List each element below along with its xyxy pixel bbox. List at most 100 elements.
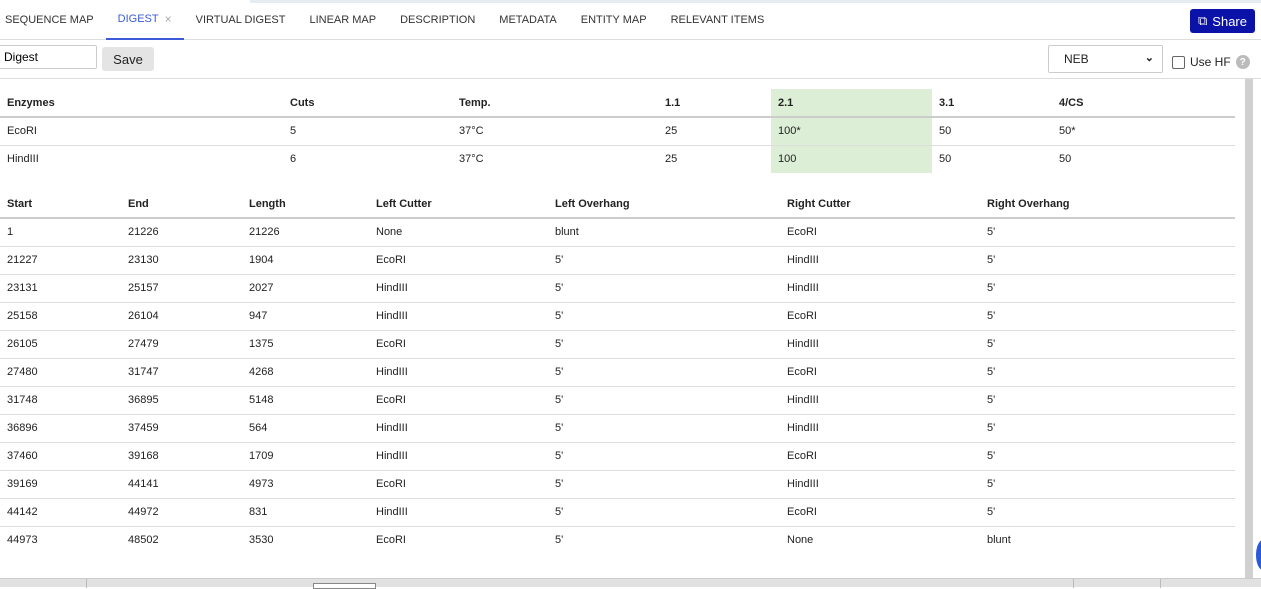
table-cell: 564 — [242, 414, 369, 443]
floating-action-button[interactable] — [1256, 540, 1261, 570]
column-header: 1.1 — [658, 89, 771, 118]
table-cell: HindIII — [369, 302, 548, 331]
table-cell: 3530 — [249, 534, 274, 547]
table-cell: 5' — [980, 358, 1235, 387]
table-cell: 5' — [548, 274, 780, 303]
horizontal-scroll-thumb[interactable] — [313, 583, 376, 589]
table-cell: HindIII — [780, 274, 980, 303]
table-cell: 6 — [290, 153, 297, 166]
tab-label: VIRTUAL DIGEST — [195, 13, 286, 26]
table-cell: EcoRI — [369, 246, 548, 275]
tab-metadata[interactable]: METADATA — [487, 0, 568, 40]
table-row: EcoRI 5 37°C 25 100* 50 50* — [0, 117, 1235, 146]
table-cell: 5 — [283, 117, 452, 146]
use-hf-label: Use HF — [1190, 55, 1231, 69]
fragment-table: Start End Length Left Cutter Left Overhang Ri… — [0, 190, 1235, 554]
tab-entity-map[interactable]: ENTITY MAP — [569, 0, 659, 40]
table-cell: 23130 — [121, 246, 242, 275]
column-header: Right Cutter — [780, 190, 980, 219]
tab-virtual-digest[interactable]: VIRTUAL DIGEST — [184, 0, 298, 40]
tab-label: SEQUENCE MAP — [5, 13, 94, 26]
tab-bar: SEQUENCE MAP DIGEST × VIRTUAL DIGEST LINEAR … — [0, 0, 1261, 40]
table-row: 31748 36895 5148 EcoRI 5' HindIII 5' — [0, 386, 1235, 415]
column-header: Temp. — [452, 89, 658, 118]
table-cell: 5' — [548, 498, 780, 527]
supplier-select[interactable]: NEB ⌄ — [1048, 45, 1163, 73]
column-header: Left Cutter — [369, 190, 548, 219]
share-button[interactable]: ⧉ Share — [1190, 9, 1255, 33]
column-header: Start — [0, 190, 121, 219]
table-cell: EcoRI — [780, 302, 980, 331]
table-cell: 5' — [548, 302, 780, 331]
table-cell: 44141 — [121, 470, 242, 499]
tab-digest[interactable]: DIGEST × — [105, 0, 184, 40]
table-cell: 4268 — [242, 358, 369, 387]
top-strip — [250, 0, 1261, 3]
table-cell: 27479 — [121, 330, 242, 359]
table-cell: 1709 — [242, 442, 369, 471]
tab-relevant-items[interactable]: RELEVANT ITEMS — [659, 0, 777, 40]
table-cell: 5' — [980, 470, 1235, 499]
help-icon[interactable]: ? — [1235, 55, 1250, 69]
table-cell: 5' — [980, 218, 1235, 247]
tab-description[interactable]: DESCRIPTION — [388, 0, 487, 40]
table-cell: 44972 — [121, 498, 242, 527]
table-cell: 5' — [548, 470, 780, 499]
table-cell: 5' — [548, 442, 780, 471]
vertical-scrollbar[interactable] — [1245, 79, 1253, 578]
table-cell: 50* — [1052, 117, 1235, 146]
save-button[interactable]: Save — [102, 47, 154, 71]
table-cell: 5' — [980, 246, 1235, 275]
table-cell: EcoRI — [376, 534, 406, 547]
table-cell: 947 — [242, 302, 369, 331]
table-cell: 50 — [1059, 153, 1072, 166]
digest-toolbar: Save NEB ⌄ Use HF ? — [0, 40, 1261, 119]
table-cell: 37459 — [121, 414, 242, 443]
use-hf-checkbox[interactable] — [1172, 55, 1185, 69]
column-header: 2.1 — [771, 89, 932, 118]
table-cell: 37°C — [459, 153, 484, 166]
table-cell: EcoRI — [369, 470, 548, 499]
tab-label: DESCRIPTION — [400, 13, 476, 26]
table-cell: EcoRI — [780, 358, 980, 387]
table-cell: 100* — [771, 117, 932, 146]
table-cell: HindIII — [369, 442, 548, 471]
column-header: End — [121, 190, 242, 219]
column-header: Length — [242, 190, 369, 219]
table-cell: 50 — [939, 153, 952, 166]
column-header: Right Overhang — [980, 190, 1235, 219]
table-cell: None — [787, 534, 814, 547]
table-cell: HindIII — [780, 414, 980, 443]
table-cell: 36895 — [121, 386, 242, 415]
table-cell: HindIII — [780, 330, 980, 359]
tab-label: LINEAR MAP — [309, 13, 377, 26]
table-cell: 39169 — [0, 470, 121, 499]
table-cell: 37°C — [452, 117, 658, 146]
table-cell: 44973 — [7, 534, 38, 547]
table-cell: 25 — [665, 153, 678, 166]
table-cell: 1904 — [242, 246, 369, 275]
table-cell: 21226 — [242, 218, 369, 247]
table-cell: 5' — [548, 386, 780, 415]
table-row: 1 21226 21226 None blunt EcoRI 5' — [0, 218, 1235, 247]
table-row: 25158 26104 947 HindIII 5' EcoRI 5' — [0, 302, 1235, 331]
table-cell: EcoRI — [780, 218, 980, 247]
digest-name-input[interactable] — [0, 45, 97, 69]
table-row: 37460 39168 1709 HindIII 5' EcoRI 5' — [0, 442, 1235, 471]
table-cell: 5' — [548, 414, 780, 443]
table-cell: 50 — [932, 117, 1052, 146]
enzyme-table: Enzymes Cuts Temp. 1.1 2.1 3.1 4/CS EcoRI 5 37°C… — [0, 89, 1235, 173]
table-cell: 44142 — [0, 498, 121, 527]
table-cell: 5' — [555, 534, 564, 547]
tab-sequence-map[interactable]: SEQUENCE MAP — [0, 0, 106, 40]
supplier-value: NEB — [1064, 52, 1089, 66]
close-icon[interactable]: × — [164, 11, 172, 26]
table-cell: 36896 — [0, 414, 121, 443]
tab-linear-map[interactable]: LINEAR MAP — [297, 0, 388, 40]
table-cell: 39168 — [121, 442, 242, 471]
table-row: HindIII 6 37°C 25 100 50 50 — [0, 145, 1235, 173]
table-cell: HindIII — [780, 246, 980, 275]
table-cell: blunt — [987, 534, 1011, 547]
table-cell: 5' — [980, 302, 1235, 331]
table-cell: HindIII — [780, 470, 980, 499]
